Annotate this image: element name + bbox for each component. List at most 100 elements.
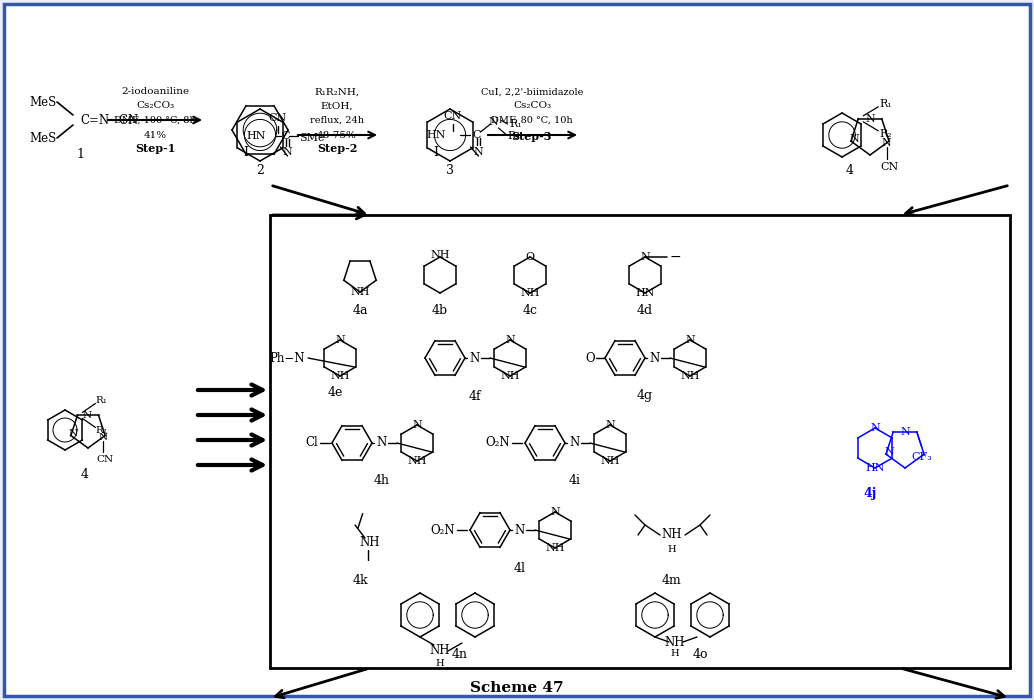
Text: MeS: MeS: [30, 95, 57, 108]
Text: EtOH,: EtOH,: [321, 102, 354, 111]
Text: N: N: [901, 427, 910, 437]
Text: O: O: [585, 351, 595, 365]
Text: NH: NH: [662, 528, 682, 542]
Text: NH: NH: [545, 543, 565, 553]
Text: 1: 1: [77, 148, 84, 162]
Text: −: −: [669, 250, 680, 264]
Text: Cs₂CO₃: Cs₂CO₃: [135, 102, 174, 111]
Text: N: N: [474, 147, 483, 157]
Text: R₁R₂NH,: R₁R₂NH,: [314, 88, 360, 97]
Text: N: N: [506, 335, 515, 345]
Text: Step-1: Step-1: [134, 144, 175, 155]
Text: Cs₂CO₃: Cs₂CO₃: [513, 102, 551, 111]
Text: N: N: [871, 423, 880, 433]
Text: N: N: [282, 147, 293, 157]
Text: HN: HN: [635, 288, 655, 298]
Text: 4h: 4h: [374, 475, 390, 487]
Text: 4c: 4c: [522, 304, 538, 316]
Text: H: H: [435, 659, 445, 668]
Text: R₁: R₁: [879, 99, 891, 108]
Text: N: N: [515, 524, 525, 536]
Text: N: N: [335, 335, 345, 345]
Text: C=N−CN: C=N−CN: [80, 113, 139, 127]
Text: N: N: [376, 437, 387, 449]
Text: H: H: [668, 545, 676, 554]
Text: 4k: 4k: [353, 573, 368, 587]
Text: ∕: ∕: [357, 513, 363, 531]
Bar: [270, 215, 1010, 668]
Text: N: N: [640, 252, 650, 262]
Text: C: C: [473, 130, 481, 140]
Text: Cl: Cl: [305, 437, 318, 449]
Text: CN: CN: [269, 113, 286, 123]
Text: N: N: [881, 138, 891, 148]
Text: NH: NH: [500, 371, 520, 381]
Text: NH: NH: [665, 636, 686, 648]
Text: CN: CN: [96, 455, 114, 464]
Text: 4b: 4b: [432, 304, 448, 316]
Text: N: N: [650, 351, 660, 365]
Text: N: N: [686, 335, 695, 345]
Text: O₂N: O₂N: [430, 524, 455, 536]
Text: N: N: [605, 420, 615, 430]
Text: Ph−N: Ph−N: [270, 351, 305, 365]
Text: 4i: 4i: [569, 475, 581, 487]
Text: N: N: [884, 447, 893, 457]
Text: CN: CN: [444, 111, 461, 121]
Text: CuI, 2,2'-biimidazole: CuI, 2,2'-biimidazole: [481, 88, 583, 97]
Text: HN: HN: [246, 131, 266, 141]
Text: NH: NH: [360, 536, 381, 549]
Text: NH: NH: [330, 371, 349, 381]
Text: N: N: [849, 134, 859, 144]
Text: 4n: 4n: [452, 648, 468, 662]
Text: N: N: [550, 507, 559, 517]
Text: 2-iodoaniline: 2-iodoaniline: [121, 88, 189, 97]
Text: CF₃: CF₃: [911, 452, 932, 462]
Text: NH: NH: [520, 288, 540, 298]
Text: O₂N: O₂N: [485, 437, 510, 449]
Text: DMF, 80 °C, 10h: DMF, 80 °C, 10h: [491, 116, 573, 125]
Text: O: O: [525, 252, 535, 262]
Text: SMe: SMe: [300, 133, 325, 143]
Text: 4m: 4m: [662, 573, 681, 587]
Text: 2: 2: [256, 164, 264, 176]
Text: NH: NH: [430, 250, 450, 260]
Text: N: N: [570, 437, 580, 449]
Text: 4g: 4g: [637, 389, 653, 402]
Text: DMF, 100 °C, 8h: DMF, 100 °C, 8h: [114, 116, 195, 125]
Text: MeS: MeS: [30, 132, 57, 144]
Text: Step-3: Step-3: [512, 130, 552, 141]
Text: R₁: R₁: [95, 396, 108, 405]
Text: R₂: R₂: [95, 426, 108, 435]
Text: 3: 3: [446, 164, 454, 176]
Text: reflux, 24h: reflux, 24h: [310, 116, 364, 125]
Text: Scheme 47: Scheme 47: [470, 681, 564, 695]
Text: N: N: [68, 429, 78, 438]
Text: NH: NH: [680, 371, 700, 381]
Text: HN: HN: [426, 130, 446, 140]
Text: Step-2: Step-2: [316, 144, 357, 155]
Text: C: C: [281, 131, 290, 141]
Text: R₂: R₂: [879, 129, 891, 139]
Text: I: I: [243, 146, 248, 160]
Text: R₁: R₁: [509, 119, 522, 129]
Text: 4l: 4l: [514, 561, 526, 575]
Text: NH: NH: [407, 456, 427, 466]
Text: 4j: 4j: [863, 486, 877, 500]
Text: 4d: 4d: [637, 304, 653, 316]
Text: I: I: [433, 146, 438, 160]
Text: NH: NH: [601, 456, 619, 466]
Text: N: N: [98, 433, 108, 442]
Text: N: N: [865, 114, 875, 124]
Text: N: N: [489, 117, 498, 127]
Text: R₂: R₂: [508, 131, 520, 141]
Text: 4e: 4e: [328, 386, 342, 400]
Text: 48-75%: 48-75%: [317, 132, 357, 141]
Text: 4: 4: [81, 468, 89, 482]
Text: N: N: [469, 351, 480, 365]
Text: 4a: 4a: [353, 304, 368, 316]
Text: CN: CN: [880, 162, 899, 172]
Text: 41%: 41%: [144, 132, 166, 141]
Text: 4o: 4o: [692, 648, 707, 662]
Text: H: H: [671, 650, 679, 659]
